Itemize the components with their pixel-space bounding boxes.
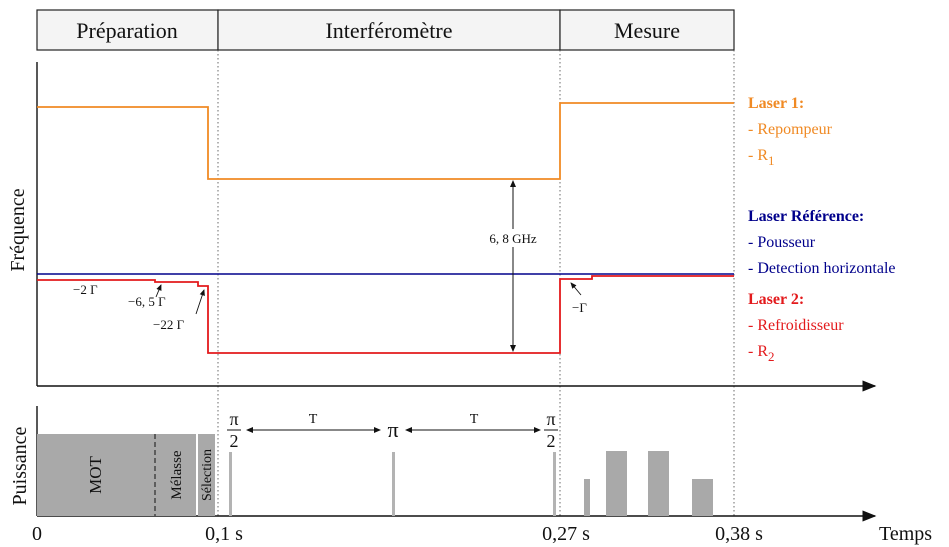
time-tick: 0,27 s <box>542 523 590 545</box>
pi-label: π <box>387 417 398 442</box>
legend-reference-item: - Detection horizontale <box>748 260 896 277</box>
pulse-pi-half <box>229 452 232 516</box>
detuning-label: −22 Γ <box>153 317 185 332</box>
mot-melasse-block <box>37 434 196 516</box>
legend-laser2-title: Laser 2: <box>748 291 804 308</box>
pi-half-label: π <box>546 409 555 429</box>
detuning-label: −Γ <box>572 300 587 315</box>
time-tick: 0 <box>32 523 42 545</box>
selection-block <box>198 434 215 516</box>
phase-box-mesure <box>559 9 735 51</box>
phase-label-mesure: Mesure <box>614 18 680 43</box>
detuning-arrow <box>195 289 205 315</box>
detection-pulse <box>648 451 669 516</box>
frequency-axis-label: Fréquence <box>7 188 29 271</box>
pi-half-denominator: 2 <box>547 431 556 451</box>
phase-label-interferometre: Interféromètre <box>325 18 452 43</box>
legend-reference-item: - Pousseur <box>748 234 816 251</box>
frequency-axes <box>36 62 877 392</box>
phase-box-preparation <box>36 9 219 51</box>
mot-label: MOT <box>86 455 105 493</box>
gap-label: 6, 8 GHz <box>489 231 537 246</box>
detection-pulse <box>584 479 590 516</box>
pi-half-denominator: 2 <box>230 431 239 451</box>
laser2-trace <box>37 275 734 354</box>
melasse-label: Mélasse <box>169 450 185 499</box>
legend: Laser 1: - Repompeur - R1 Laser Référenc… <box>748 95 896 364</box>
phase-box-interferometre <box>217 9 561 51</box>
phase-label-preparation: Préparation <box>76 18 177 43</box>
detuning-label: −2 Γ <box>73 282 98 297</box>
time-tick: 0,1 s <box>205 523 243 545</box>
time-axis-label: Temps <box>879 523 932 545</box>
detuning-arrow <box>155 284 162 298</box>
legend-laser2-item: - R2 <box>748 343 775 364</box>
phase-separators <box>217 50 735 518</box>
laser1-trace <box>37 102 734 180</box>
pi-half-label: π <box>229 409 238 429</box>
phase-headers: Préparation Interféromètre Mesure <box>36 9 735 51</box>
interval-label: T <box>470 412 479 427</box>
gap-label-bg <box>476 229 550 247</box>
legend-reference-title: Laser Référence: <box>748 208 864 225</box>
detection-pulse <box>692 479 713 516</box>
pulse-pi-half <box>553 452 556 516</box>
legend-laser1-item: - R1 <box>748 147 775 168</box>
power-axis-label: Puissance <box>9 426 31 505</box>
time-tick: 0,38 s <box>715 523 763 545</box>
detuning-label: −6, 5 Γ <box>128 294 166 309</box>
pulse-pi <box>392 452 395 516</box>
detection-pulse <box>606 451 627 516</box>
interval-label: T <box>309 412 318 427</box>
legend-laser1-item: - Repompeur <box>748 121 833 138</box>
legend-laser2-item: - Refroidisseur <box>748 317 844 334</box>
detuning-arrow <box>570 282 582 296</box>
selection-label: Sélection <box>200 449 215 501</box>
legend-laser1-title: Laser 1: <box>748 95 804 112</box>
